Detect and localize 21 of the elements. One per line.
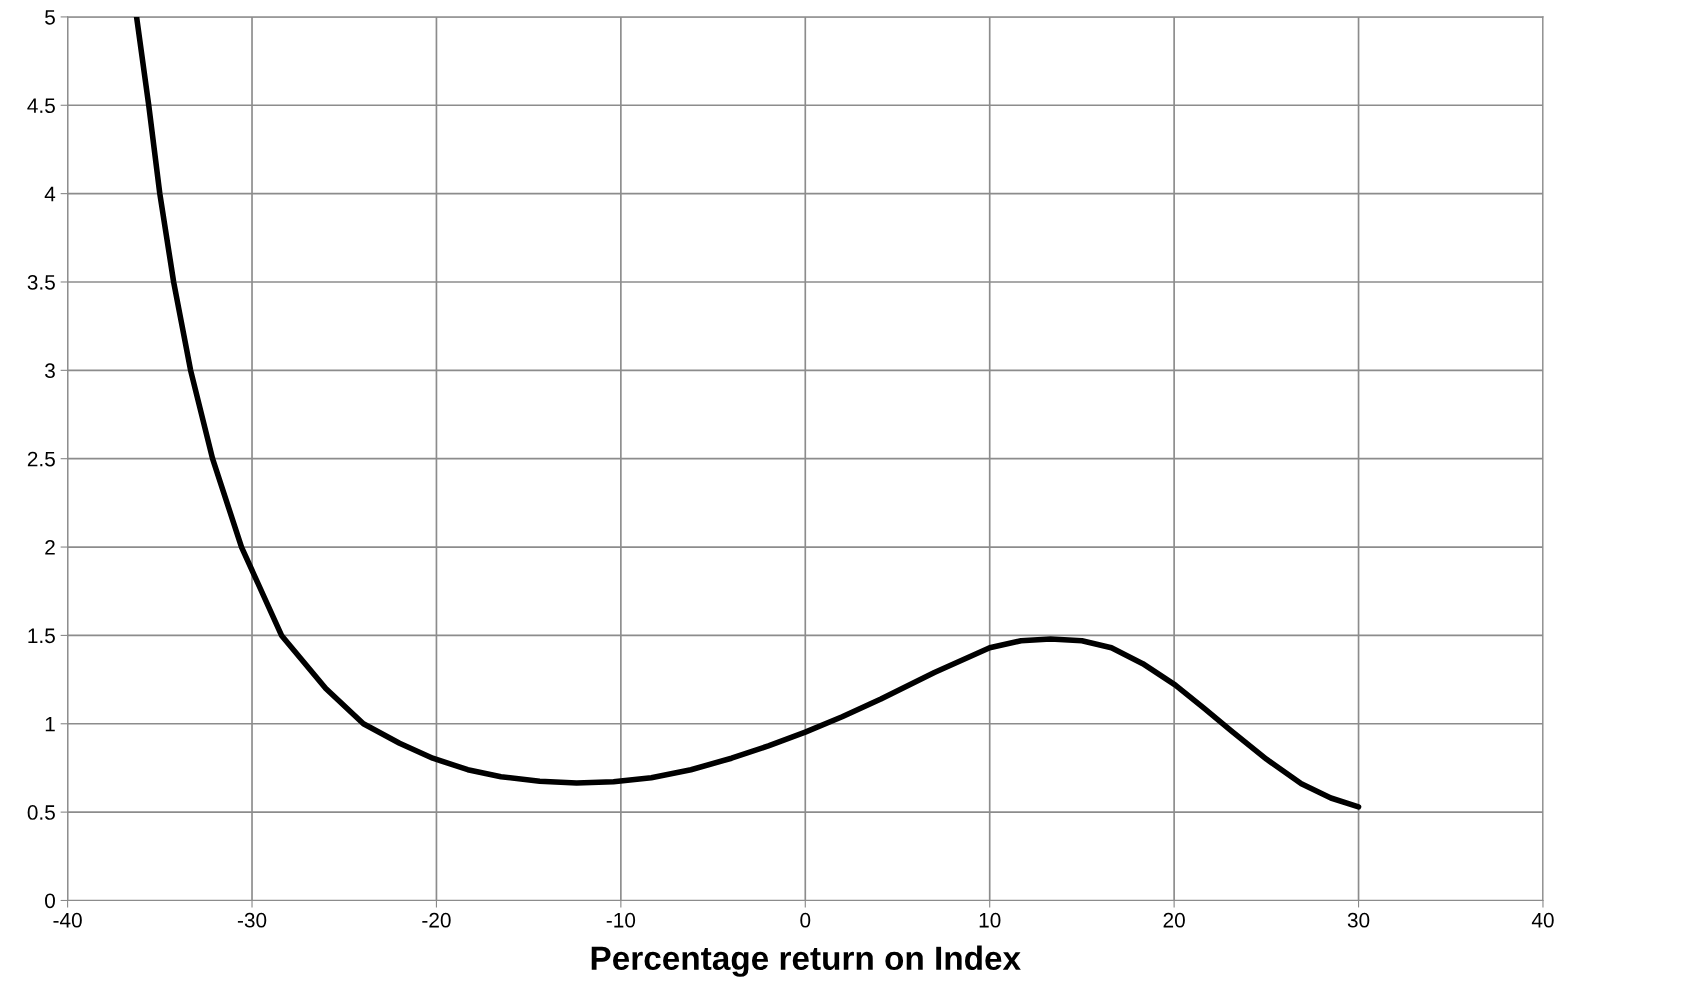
x-axis-title: Percentage return on Index	[591, 945, 1021, 977]
y-tick-label: 2	[45, 540, 55, 555]
y-tick-label: 0.5	[27, 805, 55, 820]
y-tick-label: 1.5	[28, 628, 55, 644]
x-tick-label: -30	[237, 912, 267, 928]
y-tick-label: 3	[45, 363, 55, 379]
x-tick-label: 30	[1347, 912, 1370, 928]
y-tick-label: 2.5	[27, 451, 55, 467]
x-tick-label: 40	[1531, 912, 1554, 928]
x-tick-label: -10	[606, 912, 636, 928]
y-tick-label: 4	[44, 186, 56, 202]
x-tick-label: 20	[1163, 912, 1185, 928]
x-tick-label: 10	[979, 912, 1001, 928]
y-tick-label: 5	[45, 10, 55, 25]
y-tick-label: 3.5	[27, 274, 55, 290]
x-tick-label: 0	[800, 912, 811, 928]
y-tick-label: 0	[45, 893, 55, 909]
x-tick-label: -20	[422, 912, 451, 928]
y-tick-label: 1	[45, 716, 55, 732]
y-tick-label: 4.5	[27, 98, 55, 114]
x-tick-label: -40	[53, 912, 82, 928]
